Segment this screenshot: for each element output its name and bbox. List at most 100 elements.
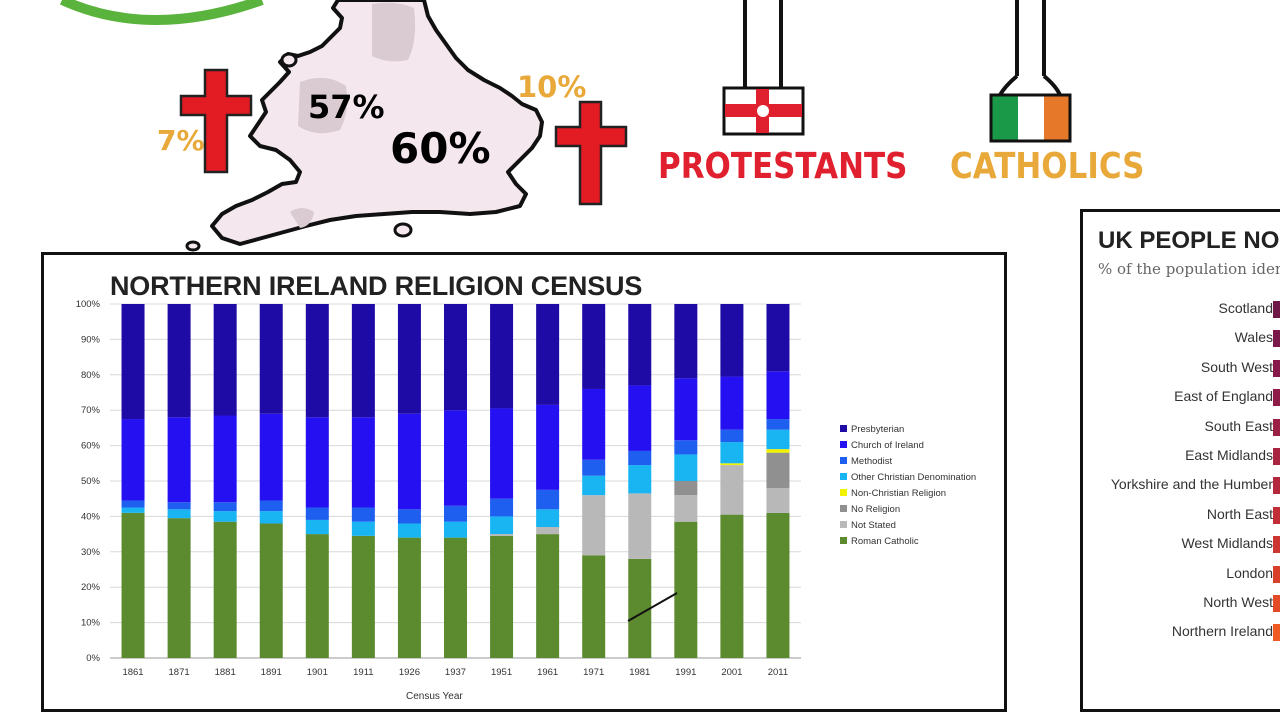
x-tick-label: 1926 bbox=[399, 667, 420, 678]
bar-segment bbox=[720, 429, 744, 443]
bar-segment bbox=[121, 512, 145, 658]
bar-segment bbox=[582, 304, 606, 389]
region-label: South West bbox=[1200, 358, 1273, 375]
bar-segment bbox=[766, 488, 790, 513]
bar-segment bbox=[766, 304, 790, 372]
bar-segment bbox=[674, 454, 698, 481]
legend-label: Other Christian Denomination bbox=[851, 472, 976, 483]
region-bar bbox=[1273, 565, 1280, 583]
bar-segment bbox=[167, 509, 191, 519]
bar-segment bbox=[397, 413, 421, 510]
region-bar bbox=[1273, 477, 1280, 495]
bar-segment bbox=[259, 500, 283, 512]
legend-swatch bbox=[840, 425, 847, 432]
irish-flag bbox=[989, 0, 1072, 143]
bar-segment bbox=[766, 371, 790, 420]
bar-segment bbox=[720, 376, 744, 430]
census-chart: 0% 10% 20% 30% 40% 50% 60% 70% 80% 90% 100% 1861 18… bbox=[76, 299, 976, 678]
bar-segment bbox=[259, 304, 283, 414]
bar-segment bbox=[628, 450, 652, 466]
map-pct-left: 7% bbox=[157, 124, 205, 157]
bar-segment bbox=[582, 555, 606, 658]
bar-segment bbox=[720, 442, 744, 464]
bar-segment bbox=[536, 534, 560, 658]
x-tick-label: 1881 bbox=[215, 667, 236, 678]
bar-segment bbox=[628, 493, 652, 559]
region-bar bbox=[1273, 418, 1280, 436]
legend-label: Non-Christian Religion bbox=[851, 488, 946, 499]
region-label: West Midlands bbox=[1181, 535, 1273, 552]
y-tick-label: 20% bbox=[81, 582, 101, 593]
bar-segment bbox=[628, 558, 652, 658]
island bbox=[280, 52, 298, 68]
bar-segment bbox=[121, 304, 145, 420]
bar-segment bbox=[536, 404, 560, 490]
legend-swatch bbox=[840, 473, 847, 480]
bar-segment bbox=[674, 440, 698, 455]
region-bar bbox=[1273, 448, 1280, 465]
bar-segment bbox=[582, 495, 606, 556]
bar-segment bbox=[490, 534, 514, 536]
bar-segment bbox=[397, 509, 421, 524]
region-bar bbox=[1273, 359, 1280, 377]
y-tick-label: 100% bbox=[76, 299, 101, 310]
bar-segment bbox=[674, 378, 698, 441]
bar-segment bbox=[720, 463, 744, 466]
y-tick-label: 10% bbox=[81, 618, 101, 629]
x-tick-label: 1871 bbox=[169, 667, 190, 678]
legend-label: Presbyterian bbox=[851, 424, 904, 435]
bar-segment bbox=[305, 417, 329, 508]
region-label: North West bbox=[1203, 594, 1273, 610]
bar-segment bbox=[628, 465, 652, 494]
bar-segment bbox=[582, 459, 606, 476]
bar-segment bbox=[674, 521, 698, 658]
bar-segment bbox=[490, 516, 514, 535]
bar-segment bbox=[351, 507, 375, 522]
bar-segment bbox=[766, 449, 790, 453]
legend-swatch bbox=[840, 521, 847, 528]
top-illustration bbox=[59, 0, 1072, 252]
map-pct-right: 10% bbox=[517, 70, 587, 104]
bar-segment bbox=[259, 413, 283, 501]
bar-segment bbox=[766, 419, 790, 430]
bar-segment bbox=[582, 475, 606, 496]
bar-segment bbox=[766, 429, 790, 450]
bar-segment bbox=[305, 534, 329, 658]
region-bar bbox=[1273, 595, 1280, 612]
bar-segment bbox=[628, 385, 652, 451]
legend-label: Church of Ireland bbox=[851, 440, 924, 451]
region-label: London bbox=[1226, 564, 1273, 581]
green-arc bbox=[59, 0, 264, 25]
legend-swatch bbox=[840, 489, 847, 496]
region-label: East Midlands bbox=[1185, 447, 1273, 463]
bar-segment bbox=[444, 537, 467, 658]
y-tick-label: 60% bbox=[81, 441, 101, 452]
bar-segment bbox=[397, 523, 421, 538]
uk-chart-title: UK PEOPLE NO bbox=[1098, 227, 1280, 254]
bar-segment bbox=[536, 527, 560, 535]
map-shade bbox=[290, 208, 314, 228]
bar-segment bbox=[444, 410, 467, 506]
x-tick-label: 1911 bbox=[353, 667, 373, 678]
ulster-flag bbox=[722, 0, 805, 136]
island bbox=[393, 222, 413, 238]
bar-segment bbox=[167, 502, 191, 510]
y-tick-label: 70% bbox=[81, 405, 101, 416]
bar-segment bbox=[720, 465, 744, 515]
legend-label: Roman Catholic bbox=[851, 536, 919, 547]
bar-segment bbox=[674, 304, 698, 379]
bar-segment bbox=[213, 502, 237, 512]
bar-segment bbox=[305, 507, 329, 520]
bar-segment bbox=[397, 537, 421, 658]
region-label: Scotland bbox=[1218, 300, 1273, 316]
y-tick-label: 50% bbox=[81, 476, 101, 487]
bar-segment bbox=[674, 481, 698, 496]
x-tick-label: 2001 bbox=[721, 667, 742, 678]
bar-segment bbox=[259, 523, 283, 658]
y-tick-label: 90% bbox=[81, 334, 101, 345]
x-tick-label: 1901 bbox=[307, 667, 328, 678]
bar-segment bbox=[766, 512, 790, 658]
y-tick-label: 80% bbox=[81, 370, 101, 381]
bar-segment bbox=[213, 521, 237, 658]
bar-segment bbox=[444, 505, 467, 522]
